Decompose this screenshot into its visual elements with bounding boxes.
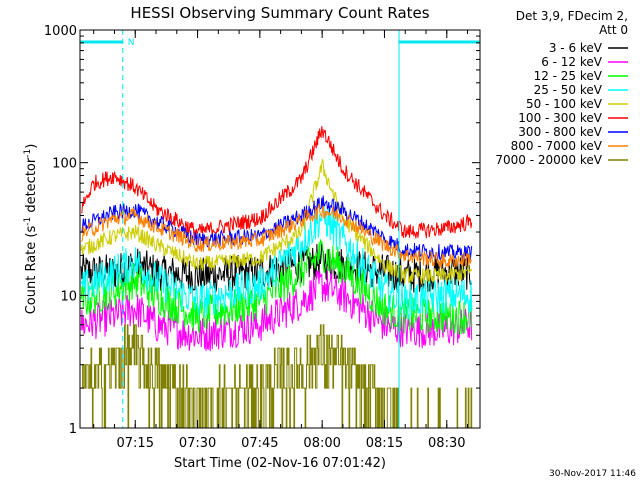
x-tick-label-3: 07:45 (241, 436, 278, 451)
series-line-5 (80, 159, 473, 284)
legend-label-7: 300 - 800 keV (518, 125, 602, 139)
x-tick-label-2: 07:30 (179, 436, 216, 451)
series-line-2 (80, 270, 473, 352)
legend-label-2: 6 - 12 keV (541, 55, 603, 69)
y-axis-label-sup2: -1 (23, 149, 33, 158)
series-line-9 (81, 324, 473, 429)
y-axis-label-sup1: -1 (23, 217, 33, 226)
x-tick-label-1: 07:15 (117, 436, 154, 451)
legend-label-1: 3 - 6 keV (549, 41, 603, 55)
night-annotation-label: N (128, 38, 135, 48)
chart-title: HESSI Observing Summary Count Rates (130, 4, 429, 22)
legend-label-8: 800 - 7000 keV (511, 139, 603, 153)
series-line-8 (81, 203, 473, 269)
legend-header-line-2: Att 0 (599, 23, 628, 37)
legend-label-6: 100 - 300 keV (518, 111, 602, 125)
axis-ticks: 07:15 07:30 07:45 08:00 08:15 08:30 1 10 100 1000 (44, 24, 480, 451)
y-tick-label-1: 1 (69, 422, 77, 437)
x-tick-label-6: 08:30 (428, 436, 465, 451)
y-axis-label-end: ) (24, 144, 39, 149)
legend-label-4: 25 - 50 keV (534, 83, 603, 97)
y-axis-label: Count Rate (s-1 detector-1) (23, 144, 39, 315)
y-tick-label-4: 1000 (44, 24, 77, 39)
x-tick-label-4: 08:00 (303, 436, 340, 451)
y-tick-label-3: 100 (52, 157, 77, 172)
y-axis-label-mid: detector (24, 157, 39, 217)
legend-header-line-1: Det 3,9, FDecim 2, (516, 9, 628, 23)
legend-label-9: 7000 - 20000 keV (495, 153, 602, 167)
series-line-6 (81, 126, 473, 239)
series-layer (80, 126, 473, 429)
footer-timestamp: 30-Nov-2017 11:46 (549, 469, 636, 479)
y-axis-label-main: Count Rate (s (24, 226, 39, 315)
plot-frame (79, 29, 481, 429)
legend-label-5: 50 - 100 keV (526, 97, 603, 111)
series-line-4 (80, 198, 473, 320)
x-tick-label-5: 08:15 (366, 436, 403, 451)
legend-label-3: 12 - 25 keV (534, 69, 603, 83)
x-axis-label: Start Time (02-Nov-16 07:01:42) (174, 456, 386, 471)
y-tick-label-2: 10 (60, 289, 77, 304)
